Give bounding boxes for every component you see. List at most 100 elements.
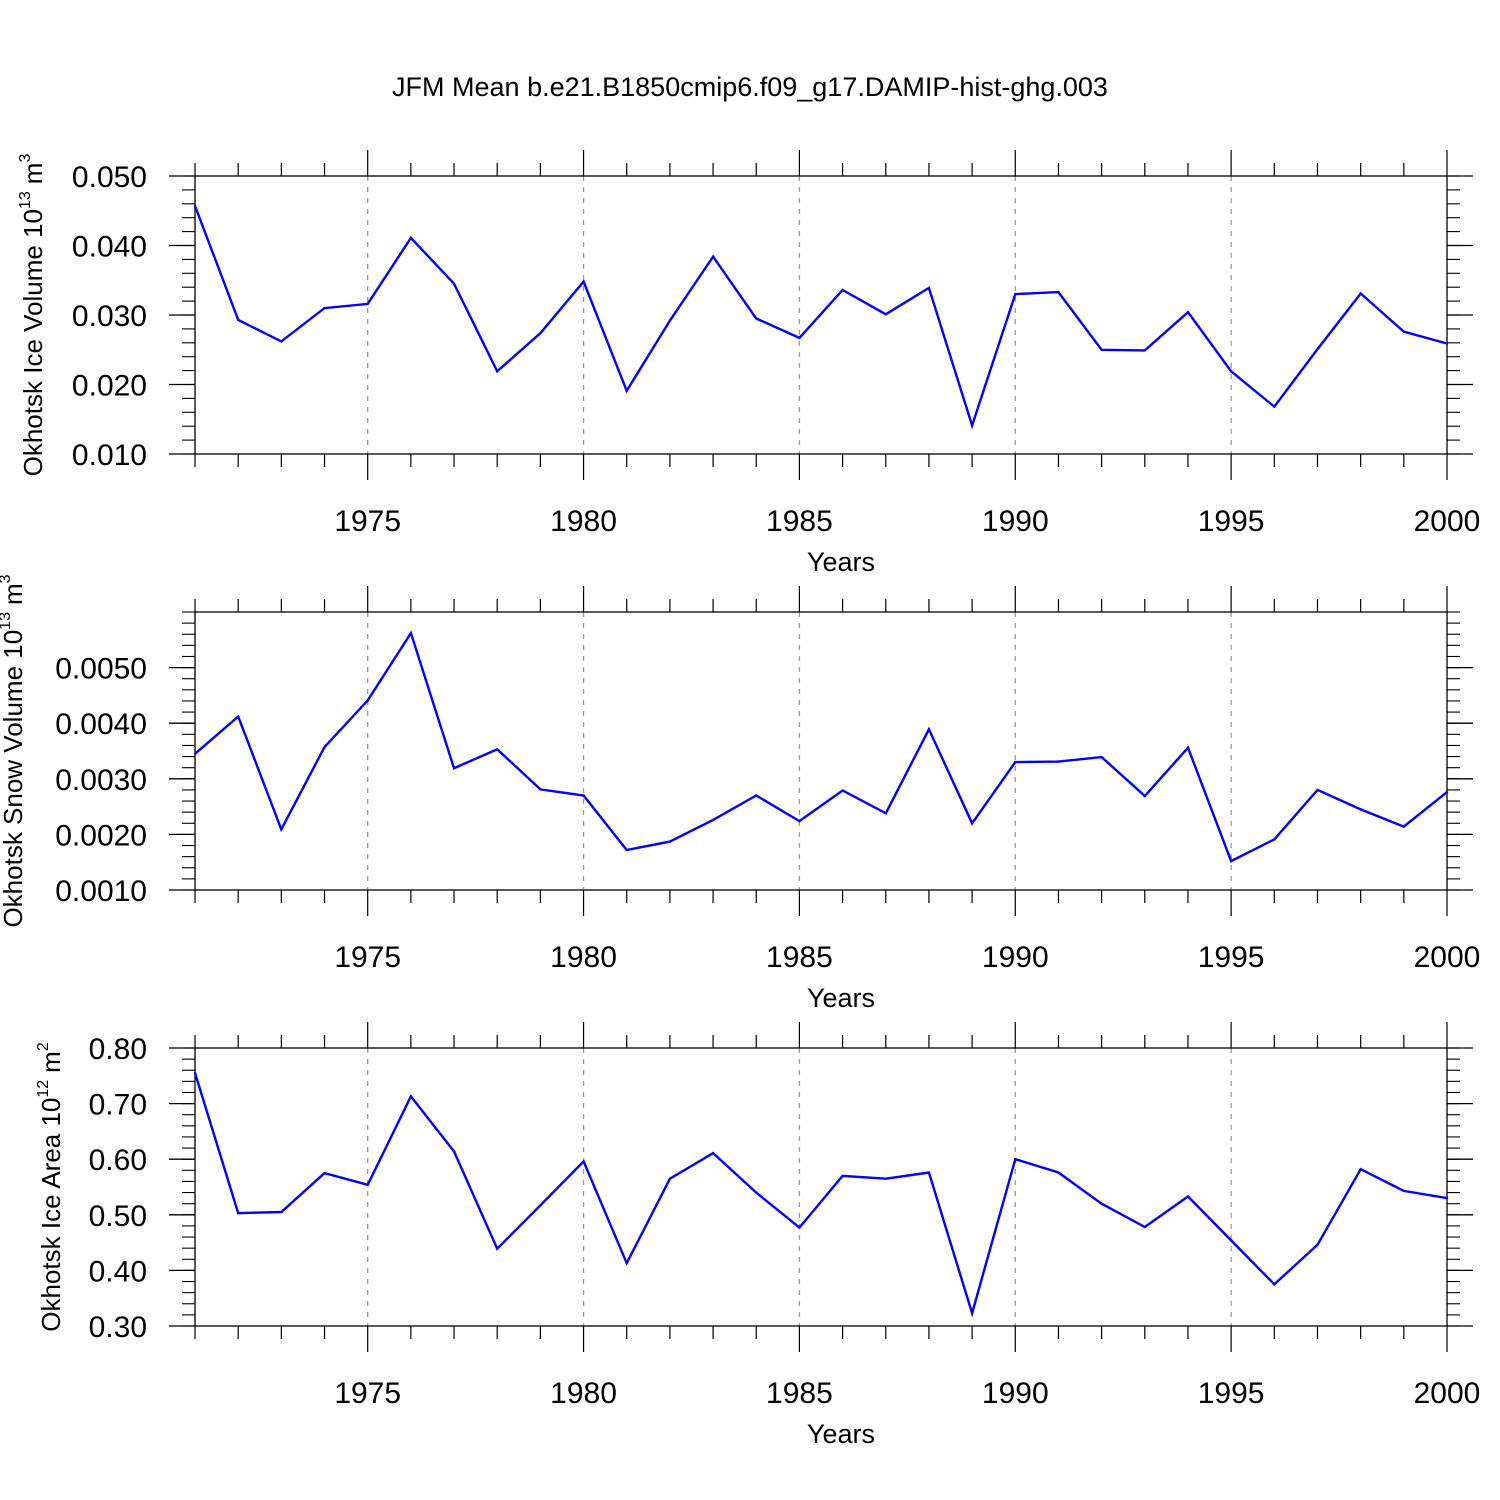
data-point [409,631,413,635]
data-point [323,306,326,310]
panel-1: 1975 1980 1985 1990 1995 2000 Years 0.010 0.020 0… [17,150,1480,577]
x-axis-label: Years [807,983,875,1013]
y-tick-label: 0.0030 [55,764,147,797]
x-tick-label: 1995 [1198,1377,1265,1410]
y-axis-label-unit: m [18,163,48,185]
y-axis-label-unit-exponent: 3 [0,574,14,583]
x-axis-label: Years [807,547,875,577]
data-point [755,1191,758,1194]
y-axis-label-unit: m [0,583,28,605]
y-axis-label-exponent: 13 [17,191,34,209]
data-point [927,286,931,290]
data-point [1057,1171,1060,1174]
data-point [841,288,844,292]
data-point [1057,760,1060,763]
data-point [323,745,326,749]
y-axis-label-unit-exponent: 2 [35,1042,52,1051]
data-point [1100,1202,1103,1205]
data-point [452,767,456,770]
data-point [539,1204,542,1207]
x-tick-label: 1975 [334,941,401,974]
series-line [193,1072,1448,1318]
y-axis-label-exponent: 13 [0,612,14,630]
data-point [970,424,974,427]
y-axis-label-unit: m [36,1051,66,1073]
data-point [582,1160,585,1163]
data-point [1100,755,1103,759]
data-point [539,331,542,335]
data-point [927,728,931,731]
x-tick-label: 1990 [982,505,1049,538]
y-tick-label: 0.0040 [55,708,147,741]
data-point [1273,838,1276,841]
data-point [1316,788,1319,792]
data-point [1273,405,1276,408]
x-tick-label: 1980 [550,1377,617,1410]
y-tick-label: 0.050 [72,161,147,194]
data-point [582,280,585,283]
data-point [1445,790,1449,794]
x-tick-label: 1975 [334,505,401,538]
data-point [280,828,283,831]
data-point [1402,330,1406,333]
data-point [1100,348,1103,351]
data-point [970,822,974,825]
x-tick-label: 1990 [982,1377,1049,1410]
data-point [496,370,499,373]
data-point [1445,1196,1449,1200]
data-point [1143,349,1146,352]
y-tick-label: 0.010 [72,439,147,472]
data-point [668,1177,672,1180]
data-point [755,317,758,320]
x-tick-label: 1985 [766,505,833,538]
y-axis-label: Okhotsk Ice Volume 1013 m3 [17,154,48,477]
x-tick-label: 1985 [766,941,833,974]
data-point [755,794,758,797]
y-tick-label: 0.020 [72,370,147,403]
data-point [236,1211,240,1215]
data-point [452,1150,456,1153]
data-point [236,715,240,718]
data-point [884,812,887,815]
data-point [236,318,240,322]
data-point [1359,1168,1362,1171]
data-point [884,313,887,316]
y-axis-label-text: Okhotsk Ice Volume 10 [18,209,48,476]
y-tick-label: 0.80 [89,1033,147,1066]
data-point [798,336,801,340]
x-tick-label: 2000 [1414,505,1481,538]
y-tick-label: 0.0020 [55,819,147,852]
data-point [1014,292,1017,296]
x-tick-label: 1995 [1198,941,1265,974]
y-axis-label-exponent: 12 [35,1080,52,1098]
data-point [1359,292,1362,295]
data-point [496,748,499,751]
data-point [193,1071,197,1075]
data-point [1057,290,1060,294]
data-point [1186,1195,1190,1198]
data-point [366,302,369,306]
y-tick-label: 0.30 [89,1311,147,1344]
y-tick-label: 0.70 [89,1089,147,1122]
data-point [323,1171,326,1175]
data-point [409,1095,413,1098]
data-point [1359,808,1362,811]
data-point [582,794,585,797]
data-point [668,840,672,843]
data-point [1014,760,1017,764]
y-axis-label-text: Okhotsk Snow Volume 10 [0,630,28,928]
data-point [668,319,672,322]
data-point [280,340,283,343]
y-axis-label: Okhotsk Ice Area 1012 m2 [35,1042,66,1332]
x-tick-label: 1990 [982,941,1049,974]
data-point [1229,859,1233,863]
x-tick-label: 1985 [766,1377,833,1410]
data-point [539,788,542,791]
x-axis-label: Years [807,1419,875,1449]
data-point [1273,1283,1276,1286]
data-point [193,752,197,755]
data-point [366,1183,369,1186]
x-tick-label: 1980 [550,941,617,974]
data-point [841,1174,844,1178]
data-point [1316,347,1319,351]
